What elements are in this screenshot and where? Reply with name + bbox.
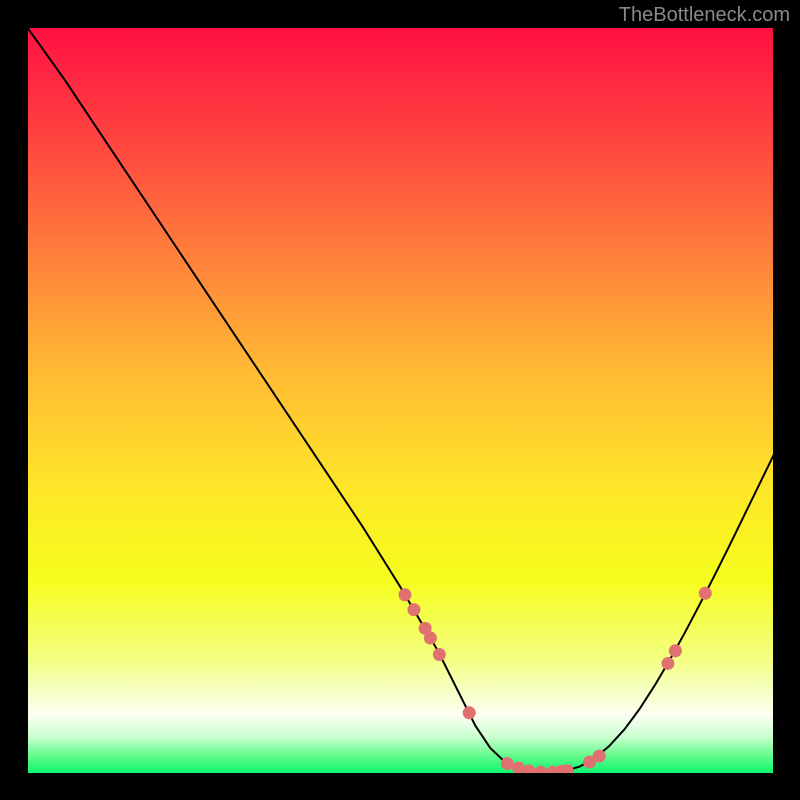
data-marker — [433, 648, 446, 661]
data-marker — [534, 766, 547, 779]
data-marker — [522, 765, 535, 778]
data-marker — [501, 757, 514, 770]
data-marker — [424, 632, 437, 645]
data-marker — [561, 764, 574, 777]
data-marker — [407, 603, 420, 616]
data-marker — [398, 588, 411, 601]
watermark-text: TheBottleneck.com — [619, 4, 790, 27]
data-marker — [593, 750, 606, 763]
data-marker — [699, 587, 712, 600]
data-marker — [463, 706, 476, 719]
data-marker — [669, 644, 682, 657]
chart-svg — [0, 0, 800, 800]
data-marker — [661, 657, 674, 670]
